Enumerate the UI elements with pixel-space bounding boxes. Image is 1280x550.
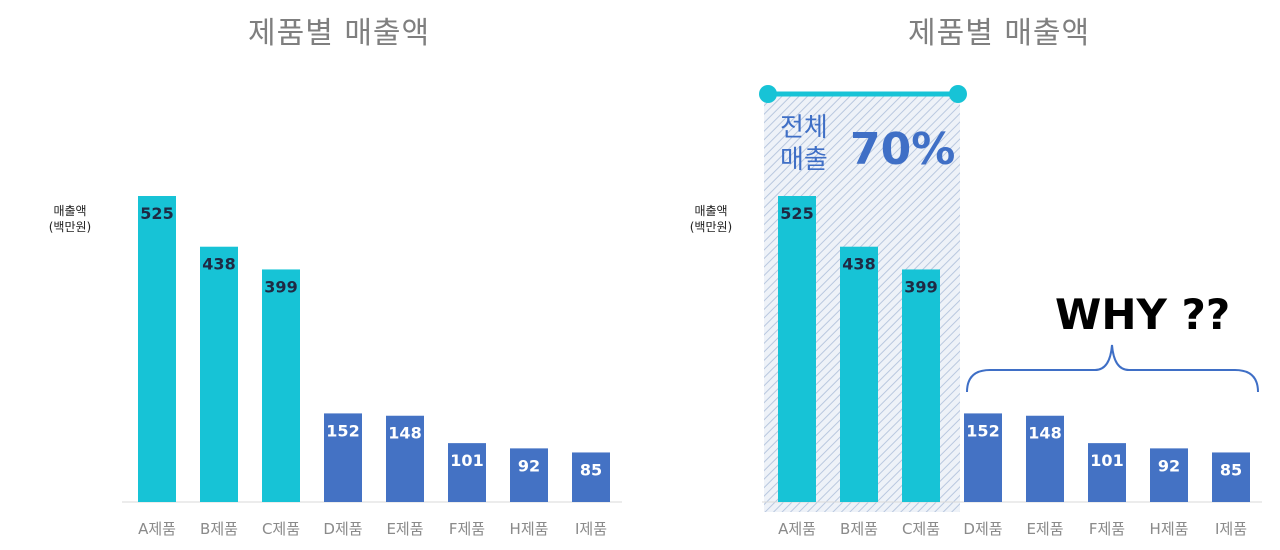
chart-left: 제품별 매출액 매출액 (백만원) 525 A제품 438 B제품 399 C제품 152 D…: [35, 16, 622, 538]
x-tick-label: H제품: [1150, 520, 1189, 538]
bar-I제품: [1212, 452, 1250, 502]
why-annotation: WHY ??: [1055, 290, 1231, 339]
x-tick-label: B제품: [200, 520, 238, 538]
x-tick-label: C제품: [262, 520, 300, 538]
bar-value-label: 85: [1220, 460, 1242, 479]
bar-H제품: [1150, 448, 1188, 502]
bar-value-label: 399: [904, 277, 937, 296]
chart-title: 제품별 매출액: [908, 16, 1091, 51]
bar-value-label: 92: [1158, 456, 1180, 475]
bar-A제품: [138, 196, 176, 502]
y-axis-label-line2: (백만원): [48, 220, 92, 234]
bar-value-label: 148: [388, 424, 421, 443]
bar-value-label: 101: [450, 451, 483, 470]
bar-F제품: [448, 443, 486, 502]
bar-value-label: 85: [580, 460, 602, 479]
bar-E제품: [386, 415, 424, 502]
highlight-bracket-end-dot: [949, 85, 967, 103]
x-tick-label: I제품: [575, 520, 607, 538]
bar-plot: 525 A제품 438 B제품 399 C제품 152 D제품 148 E제품 101 F제품 92 H제…: [122, 196, 622, 538]
x-tick-label: I제품: [1215, 520, 1247, 538]
bar-C제품: [262, 269, 300, 502]
x-tick-label: E제품: [386, 520, 423, 538]
bar-A제품: [778, 196, 816, 502]
highlight-label-line1: 전체: [780, 113, 828, 143]
bar-value-label: 438: [842, 255, 875, 274]
y-axis-label: 매출액 (백만원): [676, 203, 746, 235]
x-tick-label: F제품: [1089, 520, 1125, 538]
highlight-bracket-start-dot: [759, 85, 777, 103]
bar-F제품: [1088, 443, 1126, 502]
x-tick-label: C제품: [902, 520, 940, 538]
chart-right: 제품별 매출액 매출액 (백만원) 525 A제품 438 B제품 399 C제품 152 D…: [640, 0, 1280, 550]
bar-plot: 525 A제품 438 B제품 399 C제품 152 D제품 148 E제품 101 F제품 92 H제…: [759, 85, 1262, 538]
bar-D제품: [964, 413, 1002, 502]
bar-value-label: 399: [264, 277, 297, 296]
bar-value-label: 525: [780, 204, 813, 223]
highlight-label: 전체 매출: [780, 112, 828, 176]
y-axis-label-line2: (백만원): [689, 220, 733, 234]
x-tick-label: D제품: [323, 520, 362, 538]
x-tick-label: D제품: [963, 520, 1002, 538]
bar-D제품: [324, 413, 362, 502]
bar-value-label: 438: [202, 255, 235, 274]
x-tick-label: E제품: [1026, 520, 1063, 538]
bar-value-label: 152: [966, 421, 999, 440]
x-tick-label: H제품: [510, 520, 549, 538]
bar-C제품: [902, 269, 940, 502]
bar-I제품: [572, 452, 610, 502]
bar-value-label: 152: [326, 421, 359, 440]
bar-H제품: [510, 448, 548, 502]
bar-B제품: [840, 246, 878, 502]
chart-title: 제품별 매출액: [248, 16, 431, 51]
x-tick-label: A제품: [138, 520, 176, 538]
bar-value-label: 148: [1028, 424, 1061, 443]
bar-value-label: 101: [1090, 451, 1123, 470]
highlight-percent: 70%: [850, 124, 956, 175]
bar-value-label: 92: [518, 456, 540, 475]
y-axis-label-line1: 매출액: [694, 204, 728, 218]
y-axis-label-line1: 매출액: [53, 204, 87, 218]
curly-brace: [966, 344, 1259, 393]
highlight-label-line2: 매출: [780, 145, 828, 175]
x-tick-label: B제품: [840, 520, 878, 538]
bar-value-label: 525: [140, 204, 173, 223]
x-tick-label: A제품: [778, 520, 816, 538]
bar-B제품: [200, 246, 238, 502]
y-axis-label: 매출액 (백만원): [35, 203, 105, 235]
bar-E제품: [1026, 415, 1064, 502]
x-tick-label: F제품: [449, 520, 485, 538]
